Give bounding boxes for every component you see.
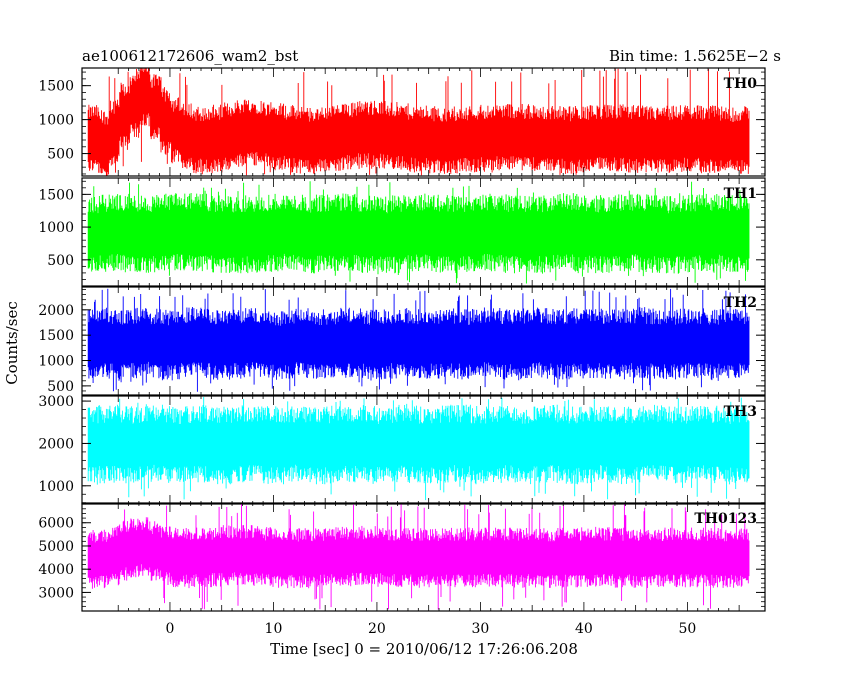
series-line-th1 bbox=[87, 181, 750, 284]
series-line-th3 bbox=[87, 397, 750, 501]
panel-label-th2: TH2 bbox=[724, 295, 757, 311]
y-tick-label: 500 bbox=[47, 379, 74, 395]
y-tick-label: 500 bbox=[47, 253, 74, 269]
panels-group: 500 1000 1500 TH0 500 1000 1500 TH1 500 1000 1500 2… bbox=[38, 67, 766, 612]
panel-th0123: 3000 4000 5000 6000 TH0123 bbox=[38, 502, 766, 612]
y-tick-label: 1500 bbox=[38, 328, 74, 344]
x-axis: 0 10 20 30 40 50 bbox=[166, 621, 697, 637]
y-tick-label: 1000 bbox=[38, 479, 74, 495]
y-tick-label: 2000 bbox=[38, 436, 74, 452]
chart-title: ae100612172606_wam2_bst bbox=[82, 47, 298, 65]
x-tick-label: 50 bbox=[678, 621, 696, 637]
series-line-th0 bbox=[87, 68, 750, 176]
panel-label-th3: TH3 bbox=[724, 404, 757, 420]
y-tick-label: 1500 bbox=[38, 187, 74, 203]
panel-label-th0123: TH0123 bbox=[694, 511, 757, 527]
y-tick-label: 1000 bbox=[38, 354, 74, 370]
y-tick-label: 1000 bbox=[38, 220, 74, 236]
panel-frame bbox=[81, 395, 766, 505]
panel-frame bbox=[81, 67, 766, 177]
panel-th2: 500 1000 1500 2000 TH2 bbox=[38, 286, 766, 396]
x-tick-label: 30 bbox=[472, 621, 490, 637]
panel-th3: 1000 2000 3000 TH3 bbox=[38, 394, 766, 505]
y-axis-title: Counts/sec bbox=[3, 301, 21, 385]
panel-frame bbox=[81, 502, 766, 612]
panel-frame bbox=[81, 177, 766, 287]
x-tick-label: 40 bbox=[575, 621, 593, 637]
x-axis-title: Time [sec] 0 = 2010/06/12 17:26:06.208 bbox=[270, 640, 578, 658]
y-tick-label: 1500 bbox=[38, 79, 74, 95]
y-tick-label: 4000 bbox=[38, 562, 74, 578]
x-tick-label: 20 bbox=[368, 621, 386, 637]
y-tick-label: 3000 bbox=[38, 394, 74, 410]
series-line-th0123 bbox=[87, 504, 750, 610]
y-tick-label: 500 bbox=[47, 147, 74, 163]
panel-frame bbox=[81, 286, 766, 396]
panel-label-th0: TH0 bbox=[724, 76, 758, 92]
panel-th0: 500 1000 1500 TH0 bbox=[38, 67, 766, 177]
series-line-th2 bbox=[87, 288, 750, 392]
panel-th1: 500 1000 1500 TH1 bbox=[38, 177, 766, 287]
panel-label-th1: TH1 bbox=[724, 186, 757, 202]
x-tick-label: 10 bbox=[265, 621, 283, 637]
x-tick-label: 0 bbox=[166, 621, 175, 637]
y-tick-label: 5000 bbox=[38, 539, 74, 555]
y-tick-label: 1000 bbox=[38, 113, 74, 129]
y-tick-label: 3000 bbox=[38, 585, 74, 601]
y-tick-label: 2000 bbox=[38, 303, 74, 319]
y-tick-label: 6000 bbox=[38, 516, 74, 532]
bin-time-label: Bin time: 1.5625E−2 s bbox=[609, 47, 781, 65]
